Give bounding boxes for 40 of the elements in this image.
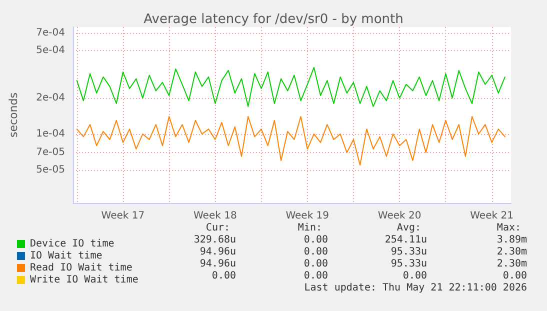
y-tick-label: 7e-04 xyxy=(36,27,65,38)
text: 0.00 xyxy=(304,258,328,270)
y-tick-label: 2e-04 xyxy=(36,92,65,104)
y-tick-label: 1e-04 xyxy=(36,128,65,140)
text: 0.00 xyxy=(402,270,428,282)
text: Cur: xyxy=(206,222,230,234)
x-tick-label: Week 21 xyxy=(470,210,514,222)
y-tick-label: 7e-05 xyxy=(36,147,65,158)
text: 2.30m xyxy=(496,246,528,258)
text: 0.00 xyxy=(304,234,328,246)
y-tick-label: 5e-05 xyxy=(36,164,65,176)
line-series xyxy=(76,116,506,166)
x-tick-label: Week 18 xyxy=(194,210,237,222)
x-tick-label: Week 19 xyxy=(286,210,330,222)
text: 94.96u xyxy=(200,246,236,258)
text: Avg: xyxy=(396,222,422,234)
legend-label: Device IO time xyxy=(30,238,114,250)
legend-label: Write IO Wait time xyxy=(30,274,138,286)
y-axis-title: seconds xyxy=(7,92,20,138)
legend-label: Read IO Wait time xyxy=(30,262,132,274)
y-tick-label: 5e-04 xyxy=(36,44,65,56)
text: 0.00 xyxy=(304,246,328,258)
text: 0.00 xyxy=(212,270,236,282)
text: Min: xyxy=(298,222,322,234)
text: 2.30m xyxy=(496,258,528,270)
chart-title: Average latency for /dev/sr0 - by month xyxy=(144,12,404,27)
text: Last update: Thu May 21 22:11:00 2026 xyxy=(304,282,528,294)
text: 94.96u xyxy=(200,258,236,270)
x-tick-label: Week 20 xyxy=(378,210,422,222)
text: 95.33u xyxy=(390,258,427,270)
legend-label: IO Wait time xyxy=(30,250,102,262)
text: Max: xyxy=(496,222,522,234)
text: 0.00 xyxy=(502,270,528,282)
text: 254.11u xyxy=(384,234,428,246)
text: 3.89m xyxy=(496,234,528,246)
line-series xyxy=(76,66,506,107)
text: 0.00 xyxy=(304,270,328,282)
text: 95.33u xyxy=(390,246,427,258)
text: 329.68u xyxy=(194,234,236,246)
x-tick-label: Week 17 xyxy=(101,210,145,222)
